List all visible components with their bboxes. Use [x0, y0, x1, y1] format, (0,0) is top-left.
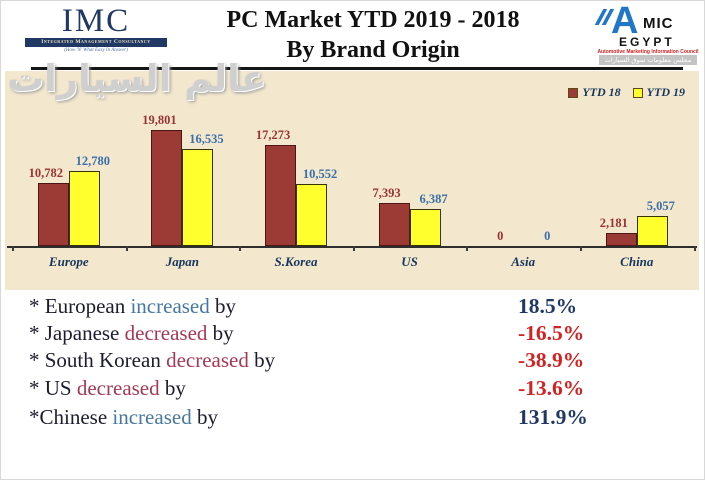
- summary-text: * Japanese decreased by: [29, 321, 234, 346]
- bar-ytd19-us: [409, 209, 441, 246]
- bar-ytd19-europe: [68, 171, 100, 246]
- amic-subtitle-arabic: مجلس معلومات سوق السيارات: [599, 55, 697, 65]
- summary-text: * US decreased by: [29, 376, 186, 401]
- summary-verb: decreased: [166, 348, 249, 372]
- value-label-ytd19-skorea: 10,552: [302, 167, 338, 181]
- bar-ytd18-skorea: [265, 145, 296, 246]
- summary-percentage: -16.5%: [518, 321, 585, 345]
- summary-verb: decreased: [124, 321, 208, 345]
- watermark-arabic: عالم السيارات: [7, 57, 267, 100]
- title-line1: PC Market YTD 2019 - 2018: [226, 7, 520, 33]
- value-label-ytd18-europe: 10,782: [28, 166, 63, 180]
- category-label-us: US: [401, 254, 418, 269]
- bar-ytd19-china: [636, 216, 668, 246]
- category-label-asia: Asia: [511, 254, 536, 269]
- summary-text: * South Korean decreased by: [29, 348, 275, 373]
- summary-percentage: 131.9%: [518, 405, 588, 429]
- bar-ytd18-japan: [151, 130, 183, 246]
- title-line2: By Brand Origin: [286, 37, 460, 63]
- axis-tick: [466, 246, 469, 251]
- category-label-skorea: S.Korea: [274, 254, 318, 269]
- summary-suffix: by: [248, 348, 276, 372]
- axis-tick: [12, 246, 14, 251]
- summary-subject: *Chinese: [29, 405, 113, 429]
- legend-label-ytd18: YTD 18: [582, 85, 621, 99]
- summary-verb: increased: [130, 294, 210, 318]
- value-label-ytd19-europe: 12,780: [75, 154, 110, 168]
- value-label-ytd19-us: 6,387: [419, 192, 448, 206]
- legend-item-ytd19: YTD 19: [632, 85, 685, 100]
- legend-swatch-ytd19-icon: [632, 87, 643, 98]
- bar-ytd18-europe: [37, 183, 69, 246]
- value-label-ytd19-japan: 16,535: [189, 132, 224, 146]
- amic-letter-a: A: [611, 0, 639, 42]
- summary-percentage: 18.5%: [518, 294, 578, 318]
- imc-logo: IMC Integrated Management Consultancy (H…: [25, 4, 167, 53]
- amic-egypt-text: EGYPT: [619, 35, 675, 49]
- summary-row: * Japanese decreased by -16.5%: [1, 321, 704, 348]
- summary-suffix: by: [207, 321, 234, 345]
- imc-tagline: (How 'N' What Easy In Answer): [64, 48, 128, 53]
- axis-tick: [125, 246, 128, 251]
- category-label-europe: Europe: [48, 254, 89, 269]
- page-title: PC Market YTD 2019 - 2018 By Brand Origi…: [163, 5, 583, 65]
- chart-legend: YTD 18 YTD 19: [568, 85, 685, 100]
- summary-row: * European increased by 18.5%: [1, 294, 704, 321]
- summary-subject: * US: [29, 376, 77, 400]
- summary-text: * European increased by: [29, 294, 236, 319]
- summary-subject: * European: [29, 294, 131, 318]
- amic-egypt-logo: A MIC EGYPT Automotive Marketing Informa…: [594, 0, 701, 65]
- axis-tick: [352, 246, 355, 251]
- summary-suffix: by: [159, 376, 186, 400]
- summary-text: *Chinese increased by: [29, 405, 218, 430]
- value-label-ytd19-asia: 0: [544, 229, 551, 243]
- x-axis-line: [7, 246, 697, 248]
- imc-acronym: IMC: [61, 3, 131, 39]
- legend-label-ytd19: YTD 19: [646, 85, 685, 99]
- bar-ytd19-japan: [182, 149, 214, 246]
- summary-row: * South Korean decreased by -38.9%: [1, 348, 704, 375]
- summary-percentage: -38.9%: [518, 348, 585, 372]
- value-label-ytd18-us: 7,393: [372, 186, 401, 200]
- summary-row: * US decreased by -13.6%: [1, 376, 704, 403]
- value-label-ytd18-japan: 19,801: [142, 113, 177, 127]
- summary-subject: * South Korean: [29, 348, 167, 372]
- value-label-ytd19-china: 5,057: [646, 199, 675, 213]
- summary-suffix: by: [209, 294, 237, 318]
- value-label-ytd18-china: 2,181: [599, 216, 628, 230]
- bar-chart-plot: Europe 10,782 12,780 Japan 19,801 16,535 S.Kor…: [5, 71, 699, 290]
- legend-swatch-ytd18-icon: [568, 87, 579, 98]
- summary-verb: decreased: [76, 376, 160, 400]
- axis-tick: [580, 246, 582, 251]
- summary-verb: increased: [112, 405, 192, 429]
- summary-percentage: -13.6%: [518, 376, 585, 400]
- bar-ytd18-us: [378, 203, 410, 246]
- category-label-japan: Japan: [165, 254, 199, 269]
- amic-letters-mic: MIC: [643, 15, 674, 32]
- bar-ytd18-china: [605, 233, 637, 246]
- title-underline: [31, 67, 683, 70]
- imc-bar-text: Integrated Management Consultancy: [25, 38, 167, 47]
- value-label-ytd18-asia: 0: [497, 229, 504, 243]
- summary-suffix: by: [191, 405, 218, 429]
- bar-ytd19-skorea: [296, 184, 327, 246]
- summary-row: *Chinese increased by 131.9%: [1, 405, 704, 432]
- legend-item-ytd18: YTD 18: [568, 85, 621, 100]
- category-label-china: China: [620, 254, 654, 269]
- amic-subtitle-english: Automotive Marketing Information Council: [597, 49, 699, 55]
- axis-tick: [239, 246, 242, 251]
- summary-subject: * Japanese: [29, 321, 125, 345]
- axis-tick: [693, 246, 696, 251]
- value-label-ytd18-skorea: 17,273: [255, 128, 291, 142]
- chart-panel: Europe 10,782 12,780 Japan 19,801 16,535 S.Kor…: [5, 71, 699, 290]
